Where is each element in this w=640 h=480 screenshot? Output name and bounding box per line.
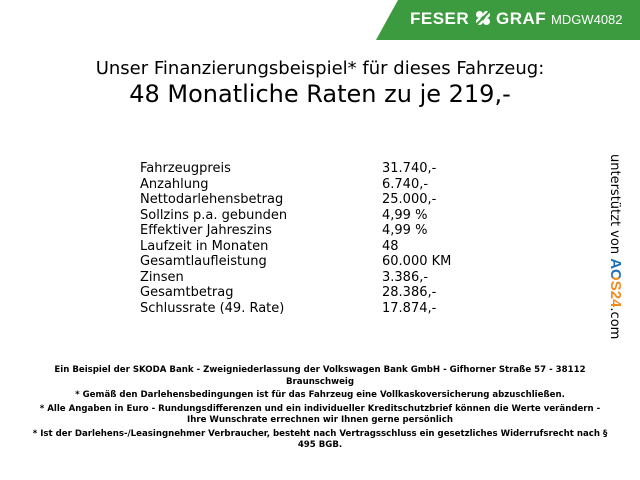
table-row: Schlussrate (49. Rate) 17.874,- <box>140 301 480 317</box>
table-row: Gesamtlaufleistung 60.000 KM <box>140 254 480 270</box>
row-value: 4,99 % <box>382 223 428 238</box>
row-label: Zinsen <box>140 269 184 285</box>
badge-brand: AOS24 <box>607 258 624 308</box>
row-label: Gesamtbetrag <box>140 285 234 300</box>
row-value: 31.740,- <box>382 161 437 176</box>
row-value: 25.000,- <box>382 192 437 207</box>
banner-background <box>376 0 640 40</box>
brand-name: GRAF <box>496 9 547 28</box>
side-badge: unterstützt von AOS24.com <box>607 154 624 339</box>
table-row: Fahrzeugpreis 31.740,- <box>140 161 480 177</box>
row-value: 48 <box>382 238 399 254</box>
subtitle: 48 Monatliche Raten zu je 219,- <box>129 80 511 108</box>
table-row: Anzahlung 6.740,- <box>140 177 480 193</box>
header-banner <box>376 0 640 40</box>
table-row: Sollzins p.a. gebunden 4,99 % <box>140 208 480 224</box>
brand-name: FESER <box>410 9 470 28</box>
logo-icon <box>475 10 491 26</box>
row-label: Laufzeit in Monaten <box>140 238 269 254</box>
row-value: 60.000 KM <box>382 254 452 269</box>
finance-table: Fahrzeugpreis 31.740,- Anzahlung 6.740,- Net… <box>140 161 480 316</box>
badge-prefix: unterstützt von <box>607 154 622 255</box>
dealer-code: MDGW4082 <box>551 12 623 27</box>
row-label: Anzahlung <box>140 176 209 192</box>
table-row: Gesamtbetrag 28.386,- <box>140 285 480 301</box>
title: Unser Finanzierungsbeispiel* für dieses … <box>95 58 545 79</box>
row-value: 3.386,- <box>382 269 429 285</box>
row-label: Nettodarlehensbetrag <box>140 192 284 207</box>
row-label: Schlussrate (49. Rate) <box>140 300 285 316</box>
table-row: Zinsen 3.386,- <box>140 270 480 286</box>
badge-suffix: .com <box>607 307 622 340</box>
row-value: 28.386,- <box>382 285 437 300</box>
row-label: Fahrzeugpreis <box>140 161 231 176</box>
row-value: 4,99 % <box>382 207 428 223</box>
row-label: Effektiver Jahreszins <box>140 223 272 238</box>
row-value: 6.740,- <box>382 176 429 192</box>
row-label: Gesamtlaufleistung <box>140 254 267 269</box>
footnote: * Gemäß den Darlehensbedingungen ist für… <box>75 390 565 400</box>
footnotes: Ein Beispiel der SKODA Bank - Zweigniede… <box>30 365 610 454</box>
table-row: Laufzeit in Monaten 48 <box>140 239 480 255</box>
footnote: Ein Beispiel der SKODA Bank - Zweigniede… <box>54 365 586 387</box>
footnote: * Ist der Darlehens-/Leasingnehmer Verbr… <box>32 428 608 451</box>
row-value: 17.874,- <box>382 300 437 316</box>
table-row: Nettodarlehensbetrag 25.000,- <box>140 192 480 208</box>
row-label: Sollzins p.a. gebunden <box>140 207 288 223</box>
footnote: * Alle Angaben in Euro - Rundungsdiffere… <box>39 403 601 426</box>
table-row: Effektiver Jahreszins 4,99 % <box>140 223 480 239</box>
